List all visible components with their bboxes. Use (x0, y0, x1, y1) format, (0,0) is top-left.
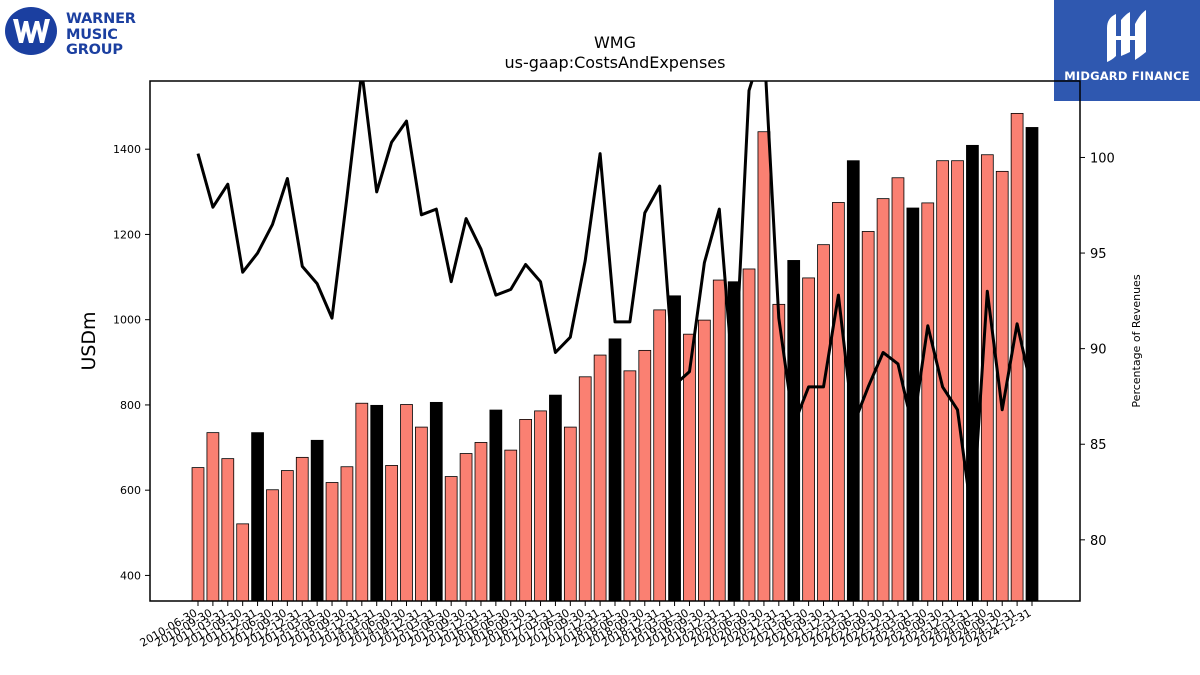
bar (757, 131, 771, 602)
bar (221, 458, 235, 602)
bar (951, 160, 964, 602)
bar (802, 277, 815, 602)
bar (608, 338, 622, 602)
bar (251, 432, 264, 602)
bar (534, 410, 547, 602)
bar (593, 354, 607, 602)
bar (325, 482, 339, 602)
bar (623, 370, 637, 602)
bar (340, 466, 354, 602)
y-tick-label: 800 (120, 399, 141, 412)
bar (444, 476, 458, 602)
bar (280, 470, 294, 602)
warner-logo-text: WARNER MUSIC GROUP (66, 11, 136, 59)
bar (295, 456, 309, 602)
bar (966, 144, 979, 602)
bar (1025, 127, 1039, 602)
y-tick-label: 1200 (113, 228, 141, 241)
bar (638, 349, 652, 602)
y2-tick-label: 80 (1090, 534, 1107, 549)
logo-line-2: MUSIC (66, 26, 118, 43)
bar (385, 465, 398, 602)
bar (206, 432, 220, 602)
bar (712, 279, 726, 602)
bar (191, 467, 205, 602)
logo-line-1: WARNER (66, 11, 136, 27)
bar (236, 523, 250, 602)
chart-subtitle: us-gaap:CostsAndExpenses (505, 53, 726, 72)
y2-tick-label: 100 (1090, 151, 1115, 166)
y2-axis-label: Percentage of Revenues (1130, 274, 1143, 407)
y-tick-label: 1400 (113, 143, 141, 156)
logo-line-3: GROUP (66, 42, 123, 58)
bar (787, 260, 801, 602)
bar (832, 202, 845, 602)
bar-series (191, 112, 1039, 602)
bar (355, 402, 369, 602)
midgard-finance-text: MIDGARD FINANCE (1064, 69, 1190, 83)
bar (370, 404, 384, 602)
bar (474, 442, 488, 602)
bar (742, 268, 756, 602)
bar (921, 202, 935, 602)
y-tick-label: 1000 (113, 314, 141, 327)
bar (400, 404, 413, 602)
bar (563, 426, 577, 602)
bar (653, 309, 667, 602)
y2-tick-label: 85 (1090, 438, 1107, 453)
bar (459, 453, 473, 602)
y-axis-left: 400 600 800 1000 1200 1400 (113, 143, 150, 582)
midgard-finance-logo: MIDGARD FINANCE (1054, 0, 1200, 101)
bar (489, 409, 503, 602)
y2-tick-label: 90 (1090, 343, 1107, 358)
line-series (196, 81, 1034, 523)
chart-title: WMG (594, 33, 636, 52)
bar (549, 394, 562, 602)
warner-logo-icon (5, 7, 57, 55)
bar (1010, 112, 1024, 602)
y-tick-label: 600 (120, 484, 141, 497)
bar (578, 376, 592, 602)
bar (817, 244, 830, 602)
midgard-emblem-icon (1107, 10, 1146, 62)
bar (429, 401, 443, 602)
bar (876, 198, 890, 602)
bar (698, 319, 711, 602)
y2-tick-label: 95 (1090, 247, 1107, 262)
bar (891, 177, 905, 602)
bar (266, 489, 279, 602)
bar (310, 439, 324, 602)
bar (415, 426, 428, 602)
y-tick-label: 400 (120, 569, 141, 582)
percentage-line (196, 81, 1034, 523)
y-axis-right: 80 85 90 95 100 (1080, 151, 1115, 549)
bar (861, 231, 875, 602)
y-axis-label: USDm (78, 311, 100, 370)
bar (504, 449, 518, 602)
bar (519, 419, 533, 602)
x-axis: 2010-06-302010-09-302011-03-312011-09-30… (138, 601, 1034, 650)
warner-music-group-logo: WARNER MUSIC GROUP (4, 5, 139, 59)
